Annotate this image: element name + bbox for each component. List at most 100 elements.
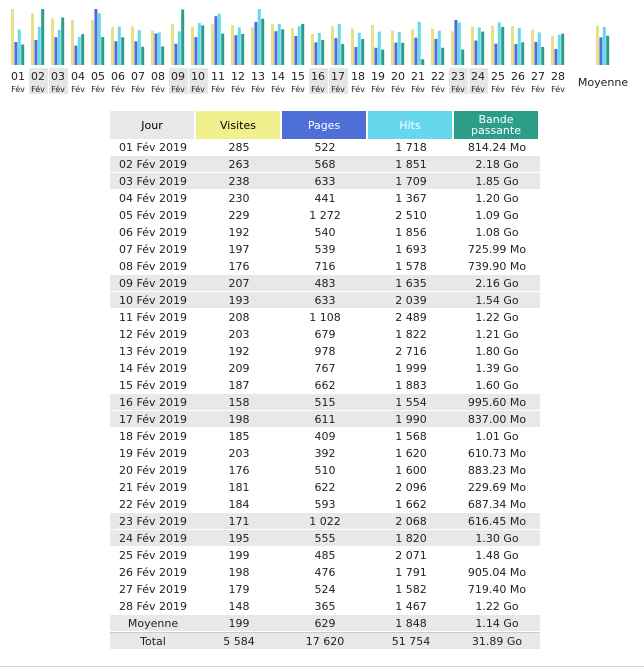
cell-visits: 192: [196, 343, 282, 360]
cell-hits: 2 489: [368, 309, 454, 326]
x-tick-month: Fév: [391, 84, 405, 94]
cell-bw: 1.85 Go: [454, 173, 540, 190]
cell-day: 26 Fév 2019: [110, 564, 196, 581]
bar-hits: [337, 23, 341, 66]
cell-pages: 522: [282, 139, 368, 156]
cell-bw: 1.20 Go: [454, 190, 540, 207]
bar-hits: [477, 27, 481, 65]
table-row: 08 Fév 2019 176 716 1 578 739.90 Mo: [110, 258, 540, 275]
cell-day: Total: [110, 632, 196, 650]
cell-bw: 995.60 Mo: [454, 394, 540, 411]
cell-bw: 905.04 Mo: [454, 564, 540, 581]
cell-pages: 978: [282, 343, 368, 360]
cell-visits: 285: [196, 139, 282, 156]
bar-hits: [457, 22, 461, 65]
cell-pages: 540: [282, 224, 368, 241]
cell-pages: 1 272: [282, 207, 368, 224]
cell-hits: 1 554: [368, 394, 454, 411]
header-pages: Pages: [282, 111, 368, 139]
header-visits: Visites: [196, 111, 282, 139]
cell-hits: 1 848: [368, 615, 454, 632]
bar-hits: [537, 32, 541, 65]
x-tick-month: Fév: [271, 84, 285, 94]
bar-hits: [237, 27, 241, 65]
bar-visites: [331, 26, 334, 66]
x-tick-month: Fév: [331, 84, 345, 94]
bar-visites: [191, 27, 194, 65]
cell-bw: 1.14 Go: [454, 615, 540, 632]
bar-bande-passante: [461, 49, 465, 65]
table-row: 07 Fév 2019 197 539 1 693 725.99 Mo: [110, 241, 540, 258]
bar-bande-passante: [141, 46, 145, 65]
cell-pages: 555: [282, 530, 368, 547]
cell-pages: 679: [282, 326, 368, 343]
cell-pages: 629: [282, 615, 368, 632]
bar-hits: [217, 13, 221, 65]
cell-visits: 263: [196, 156, 282, 173]
bar-pages: [474, 40, 478, 65]
x-tick-month: Fév: [11, 84, 25, 94]
cell-bw: 739.90 Mo: [454, 258, 540, 275]
x-tick-month: Fév: [431, 84, 445, 94]
bar-pages: [274, 31, 278, 65]
x-tick-month: Fév: [91, 84, 105, 94]
cell-visits: 187: [196, 377, 282, 394]
bar-pages: [534, 41, 538, 65]
x-tick-month: Fév: [511, 84, 525, 94]
bar-hits: [417, 21, 421, 65]
cell-bw: 814.24 Mo: [454, 139, 540, 156]
bar-pages: [454, 20, 458, 66]
cell-hits: 51 754: [368, 632, 454, 650]
bar-bande-passante: [501, 26, 505, 65]
cell-visits: 193: [196, 292, 282, 309]
bar-bande-passante: [281, 29, 285, 65]
x-tick-day: 06: [111, 70, 125, 83]
bar-visites: [271, 23, 274, 65]
x-tick-day: 03: [51, 70, 65, 83]
x-tick-month: Fév: [31, 84, 45, 94]
table-row: 15 Fév 2019 187 662 1 883 1.60 Go: [110, 377, 540, 394]
bar-pages: [74, 45, 78, 65]
cell-visits: 198: [196, 564, 282, 581]
cell-day: 17 Fév 2019: [110, 411, 196, 428]
header-bandwidth: Bande passante: [454, 111, 540, 139]
table-row: 24 Fév 2019 195 555 1 820 1.30 Go: [110, 530, 540, 547]
x-tick-day: 13: [251, 70, 265, 83]
daily-bar-chart: 01Fév02Fév03Fév04Fév05Fév06Fév07Fév08Fév…: [11, 9, 628, 94]
x-tick-month: Fév: [251, 84, 265, 94]
cell-pages: 1 022: [282, 513, 368, 530]
cell-visits: 209: [196, 360, 282, 377]
table-row: 18 Fév 2019 185 409 1 568 1.01 Go: [110, 428, 540, 445]
x-tick-day: 02: [31, 70, 45, 83]
bar-visites: [31, 13, 34, 65]
table-row: 23 Fév 2019 171 1 022 2 068 616.45 Mo: [110, 513, 540, 530]
cell-day: 21 Fév 2019: [110, 479, 196, 496]
x-tick-day: 15: [291, 70, 305, 83]
bar-pages: [234, 35, 238, 65]
bar-visites: [511, 26, 514, 66]
cell-hits: 1 999: [368, 360, 454, 377]
bar-visites: [471, 26, 474, 65]
cell-day: 12 Fév 2019: [110, 326, 196, 343]
bar-visites: [211, 24, 214, 66]
table-row: 27 Fév 2019 179 524 1 582 719.40 Mo: [110, 581, 540, 598]
cell-visits: 203: [196, 326, 282, 343]
cell-pages: 611: [282, 411, 368, 428]
bar-hits: [97, 13, 101, 66]
bar-hits: [437, 30, 441, 66]
bar-hits: [197, 22, 201, 65]
table-row: 06 Fév 2019 192 540 1 856 1.08 Go: [110, 224, 540, 241]
cell-pages: 510: [282, 462, 368, 479]
bar-pages: [434, 38, 438, 65]
cell-visits: 195: [196, 530, 282, 547]
bar-pages: [494, 43, 498, 65]
table-row: 20 Fév 2019 176 510 1 600 883.23 Mo: [110, 462, 540, 479]
cell-hits: 1 693: [368, 241, 454, 258]
cell-hits: 2 068: [368, 513, 454, 530]
bar-hits: [257, 9, 261, 65]
bar-bande-passante: [61, 17, 65, 65]
bar-hits: [517, 28, 521, 65]
bar-hits: [57, 29, 61, 65]
bar-hits: [277, 23, 281, 65]
daily-stats-table: Jour Visites Pages Hits Bande passante 0…: [110, 111, 540, 650]
